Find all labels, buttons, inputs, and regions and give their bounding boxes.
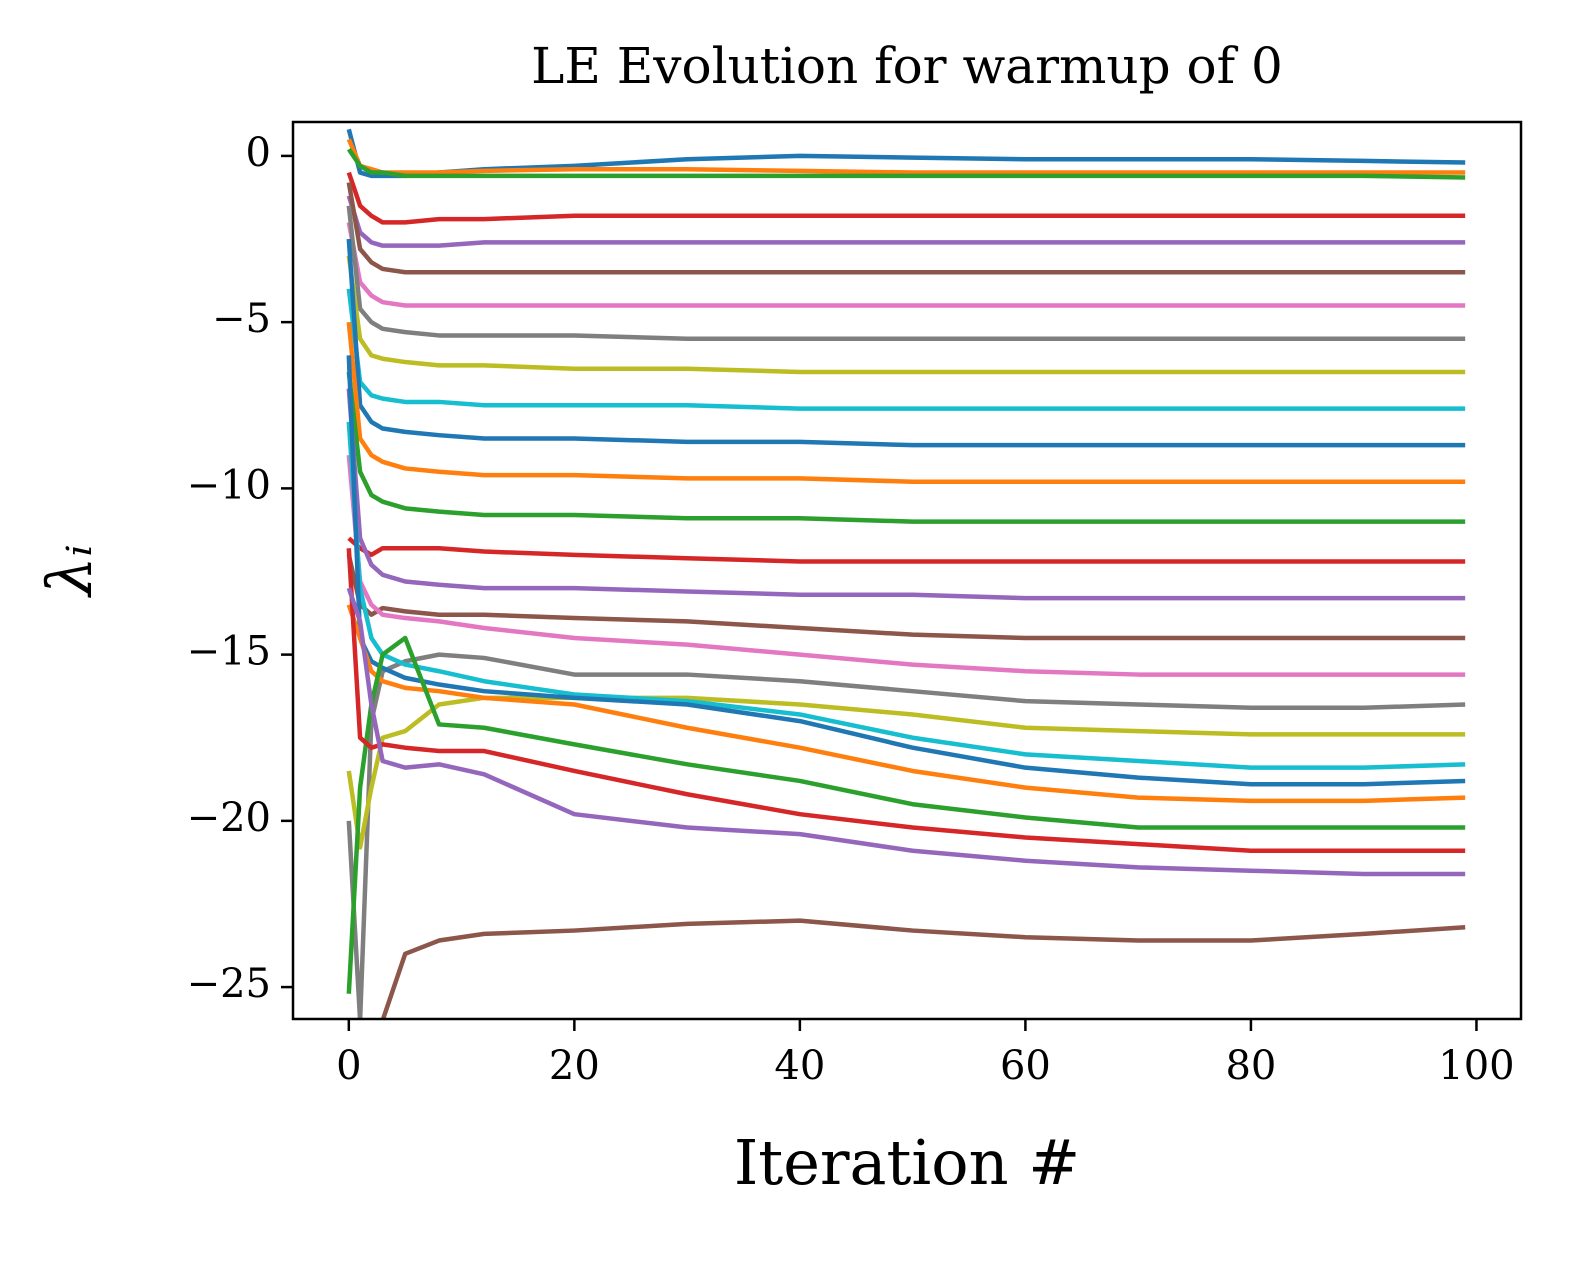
series-line [346, 635, 1466, 994]
x-tick-label: 60 [1000, 1043, 1051, 1089]
y-axis-label: λᵢ [33, 544, 106, 599]
x-tick-label: 80 [1225, 1043, 1276, 1089]
y-tick-label: −15 [187, 629, 271, 675]
series-line [346, 128, 1466, 179]
series-line [346, 454, 1466, 677]
chart-title: LE Evolution for warmup of 0 [531, 37, 1283, 95]
plot-area [346, 128, 1466, 1019]
axes: 0 20 40 60 80 100 0 −5 −10 −15 −20 −25 [187, 130, 1515, 1089]
x-tick-label: 40 [774, 1043, 825, 1089]
series-line [380, 918, 1466, 1019]
series-line [347, 536, 1466, 564]
y-tick-label: −5 [212, 296, 271, 342]
y-tick-label: −20 [187, 795, 271, 841]
series-line [346, 171, 1466, 225]
y-tick-label: −10 [187, 462, 271, 508]
series-line [346, 288, 1466, 411]
series-line [346, 238, 1466, 448]
series-line [346, 221, 1466, 308]
series-line [346, 355, 1466, 787]
x-axis-label: Iteration # [734, 1126, 1080, 1199]
y-tick-label: 0 [246, 130, 271, 176]
series-line [346, 205, 1466, 342]
series-line [346, 182, 1466, 275]
x-tick-label: 0 [336, 1043, 361, 1089]
series-line [346, 652, 1466, 1019]
y-tick-label: −25 [187, 961, 271, 1007]
axes-frame [291, 120, 1523, 1021]
x-tick-label: 100 [1438, 1043, 1514, 1089]
series-line [346, 548, 1466, 854]
series-line [346, 421, 1466, 770]
series-line [346, 321, 1466, 484]
series-line [346, 255, 1466, 375]
x-tick-label: 20 [549, 1043, 600, 1089]
series-line [346, 371, 1466, 524]
series-line [346, 147, 1466, 180]
series-line [346, 195, 1466, 248]
series-line [346, 587, 1466, 877]
series-line [346, 388, 1466, 601]
